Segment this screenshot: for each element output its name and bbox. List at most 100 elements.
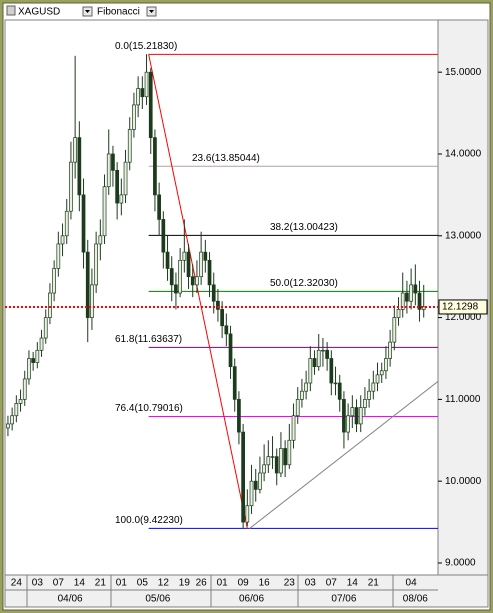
symbol-label[interactable]: XAGUSD bbox=[18, 7, 60, 18]
candle-body bbox=[48, 292, 52, 318]
candle-body bbox=[169, 268, 174, 286]
candle-body bbox=[316, 349, 321, 368]
candle-body bbox=[174, 284, 178, 294]
fib-label-text: 50.0(12.32030) bbox=[270, 278, 338, 289]
candle-body bbox=[409, 284, 413, 302]
trend-line bbox=[249, 380, 439, 530]
candle-body bbox=[405, 292, 409, 302]
y-tick-label: 9.0000 bbox=[445, 558, 476, 569]
fib-label-text: 23.6(13.85044) bbox=[192, 153, 260, 164]
fib-label: 100.0(9.42230) bbox=[114, 514, 195, 526]
month-label: 06/06 bbox=[239, 594, 264, 605]
candle-body bbox=[211, 284, 216, 302]
candle-body bbox=[417, 292, 422, 310]
candle-body bbox=[354, 407, 359, 425]
candle-body bbox=[413, 284, 418, 294]
candle-body bbox=[165, 251, 170, 269]
candle-body bbox=[6, 423, 10, 429]
candle-body bbox=[346, 415, 350, 433]
candle-body bbox=[123, 161, 128, 196]
candle-body bbox=[153, 137, 157, 196]
candle-body bbox=[148, 71, 153, 138]
candle-body bbox=[22, 378, 27, 400]
candle-body bbox=[253, 480, 258, 490]
candle-body bbox=[64, 210, 69, 237]
x-tick-label: 21 bbox=[368, 578, 380, 589]
y-tick-label: 14.0000 bbox=[445, 149, 482, 160]
x-tick-label: 09 bbox=[238, 578, 250, 589]
candle-body bbox=[203, 251, 208, 261]
x-tick-label: 01 bbox=[116, 578, 128, 589]
y-tick-label: 13.0000 bbox=[445, 230, 482, 241]
x-tick-label: 19 bbox=[179, 578, 191, 589]
candle-body bbox=[283, 448, 287, 466]
candle-body bbox=[350, 407, 355, 417]
candle-body bbox=[10, 415, 14, 425]
candle-body bbox=[342, 399, 346, 433]
dropdown-arrow bbox=[149, 10, 154, 13]
candle-body bbox=[388, 341, 392, 359]
candle-body bbox=[106, 153, 111, 188]
candle-body bbox=[85, 251, 90, 318]
candle-body bbox=[52, 268, 56, 294]
fib-label-text: 38.2(13.00423) bbox=[270, 222, 338, 233]
candle-body bbox=[371, 382, 376, 392]
candle-body bbox=[304, 382, 308, 392]
x-tick-label: 07 bbox=[326, 578, 338, 589]
candle-body bbox=[119, 194, 124, 204]
candle-body bbox=[295, 399, 300, 417]
candle-body bbox=[216, 300, 220, 310]
candle-body bbox=[262, 464, 266, 474]
candle-body bbox=[300, 390, 304, 400]
window-icon[interactable] bbox=[6, 5, 16, 16]
candle-body bbox=[308, 358, 313, 384]
candle-body bbox=[18, 399, 23, 404]
candle-body bbox=[249, 480, 254, 507]
candle-body bbox=[111, 153, 115, 171]
candle-body bbox=[329, 358, 334, 384]
candle-body bbox=[321, 349, 325, 352]
candle-body bbox=[14, 403, 19, 417]
candle-body bbox=[325, 349, 329, 359]
fib-label: 23.6(13.85044) bbox=[191, 152, 272, 164]
fib-label-text: 61.8(11.63637) bbox=[115, 334, 182, 345]
candle-body bbox=[140, 88, 145, 98]
candle-body bbox=[98, 235, 103, 245]
fib-label-bg bbox=[269, 277, 350, 289]
candle-body bbox=[400, 292, 405, 310]
candle-body bbox=[392, 317, 397, 343]
y-tick-label: 12.0000 bbox=[445, 312, 482, 323]
x-tick-label: 26 bbox=[196, 578, 208, 589]
fib-label-text: 100.0(9.42230) bbox=[115, 515, 183, 526]
candle-body bbox=[102, 186, 107, 237]
month-separators bbox=[26, 575, 394, 607]
candle-body bbox=[77, 137, 82, 196]
fib-label: 0.0(15.21830) bbox=[114, 40, 189, 52]
candle-body bbox=[56, 243, 61, 269]
candle-body bbox=[245, 505, 250, 523]
dropdown-arrow bbox=[85, 10, 90, 13]
fib-label: 50.0(12.32030) bbox=[269, 277, 350, 289]
candle-body bbox=[363, 399, 367, 408]
candle-body bbox=[384, 358, 388, 372]
candle-body bbox=[312, 358, 317, 368]
candle-body bbox=[94, 243, 98, 286]
candle-body bbox=[228, 333, 233, 368]
candle-body bbox=[132, 104, 136, 130]
x-tick-label: 21 bbox=[95, 578, 107, 589]
candle-body bbox=[31, 358, 35, 363]
candle-body bbox=[337, 382, 342, 400]
candle-body bbox=[178, 259, 182, 294]
x-tick-label: 12 bbox=[158, 578, 170, 589]
fib-label-bg bbox=[114, 40, 189, 52]
candle-body bbox=[358, 407, 363, 425]
x-tick-label: 14 bbox=[74, 578, 86, 589]
indicator-label[interactable]: Fibonacci bbox=[97, 7, 140, 18]
candle-body bbox=[270, 456, 275, 458]
candle-body bbox=[367, 390, 371, 400]
candle-body bbox=[333, 382, 338, 385]
candle-body bbox=[279, 448, 283, 474]
candle-body bbox=[375, 374, 380, 384]
fib-label-text: 76.4(10.79016) bbox=[115, 403, 183, 414]
